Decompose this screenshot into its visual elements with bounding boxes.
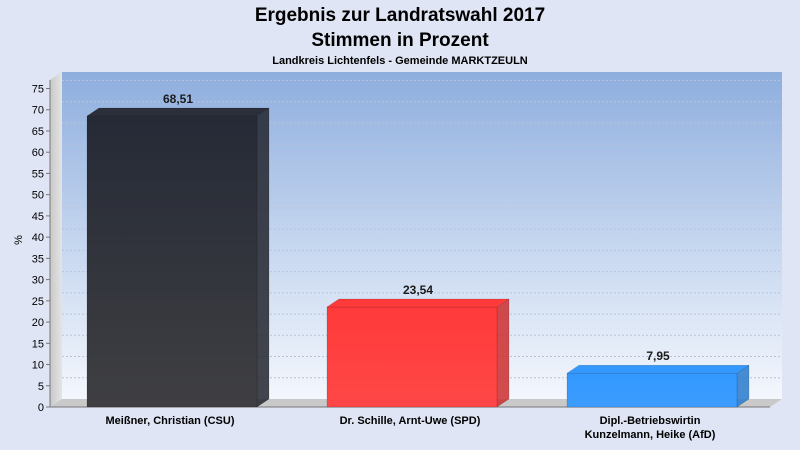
y-tick-label: 40: [32, 232, 44, 244]
y-tick-label: 60: [32, 147, 44, 159]
y-tick-label: 20: [32, 317, 44, 329]
y-tick-label: 45: [32, 211, 44, 223]
y-tick-label: 10: [32, 360, 44, 372]
bar-top: [326, 298, 510, 308]
y-tick-label: 65: [32, 126, 44, 138]
y-tick-label: 75: [32, 83, 44, 95]
y-axis-ticks: 0 5 10 15 20 25 30 35 40 45 50 55 60 65 70 75: [32, 83, 50, 414]
bars: [86, 107, 750, 408]
chart-title: Ergebnis zur Landratswahl 2017: [255, 5, 545, 26]
y-tick-label: 0: [38, 402, 44, 414]
bar: [326, 298, 510, 408]
y-tick-label: 15: [32, 338, 44, 350]
category-label: Dipl.-Betriebswirtin: [600, 415, 701, 427]
chart-subtitle: Landkreis Lichtenfels - Gemeinde MARKTZE…: [272, 55, 528, 67]
bar: [566, 364, 750, 408]
y-tick-label: 50: [32, 190, 44, 202]
bar-top: [566, 364, 750, 374]
bar-front: [566, 372, 738, 408]
value-label: 7,95: [646, 349, 670, 363]
y-tick-label: 55: [32, 168, 44, 180]
value-label: 23,54: [403, 283, 433, 297]
value-labels: 68,51 23,54 7,95: [163, 92, 670, 363]
bar-side: [256, 107, 270, 408]
value-label: 68,51: [163, 92, 193, 106]
y-tick-label: 70: [32, 105, 44, 117]
bar-front: [86, 115, 258, 408]
y-tick-label: 25: [32, 296, 44, 308]
bar: [86, 107, 270, 408]
category-labels: Meißner, Christian (CSU) Dr. Schille, Arn…: [106, 415, 716, 441]
y-axis-label: %: [13, 235, 25, 245]
bar-side: [496, 298, 510, 408]
y-tick-label: 35: [32, 253, 44, 265]
category-label: Kunzelmann, Heike (AfD): [585, 429, 716, 441]
y-tick-label: 30: [32, 275, 44, 287]
category-label: Meißner, Christian (CSU): [106, 415, 235, 427]
bar-front: [326, 306, 498, 408]
bar-top: [86, 107, 270, 117]
side-wall: [50, 72, 62, 407]
chart-title-line2: Stimmen in Prozent: [311, 30, 489, 51]
category-label: Dr. Schille, Arnt-Uwe (SPD): [340, 415, 481, 427]
y-tick-label: 5: [38, 381, 44, 393]
